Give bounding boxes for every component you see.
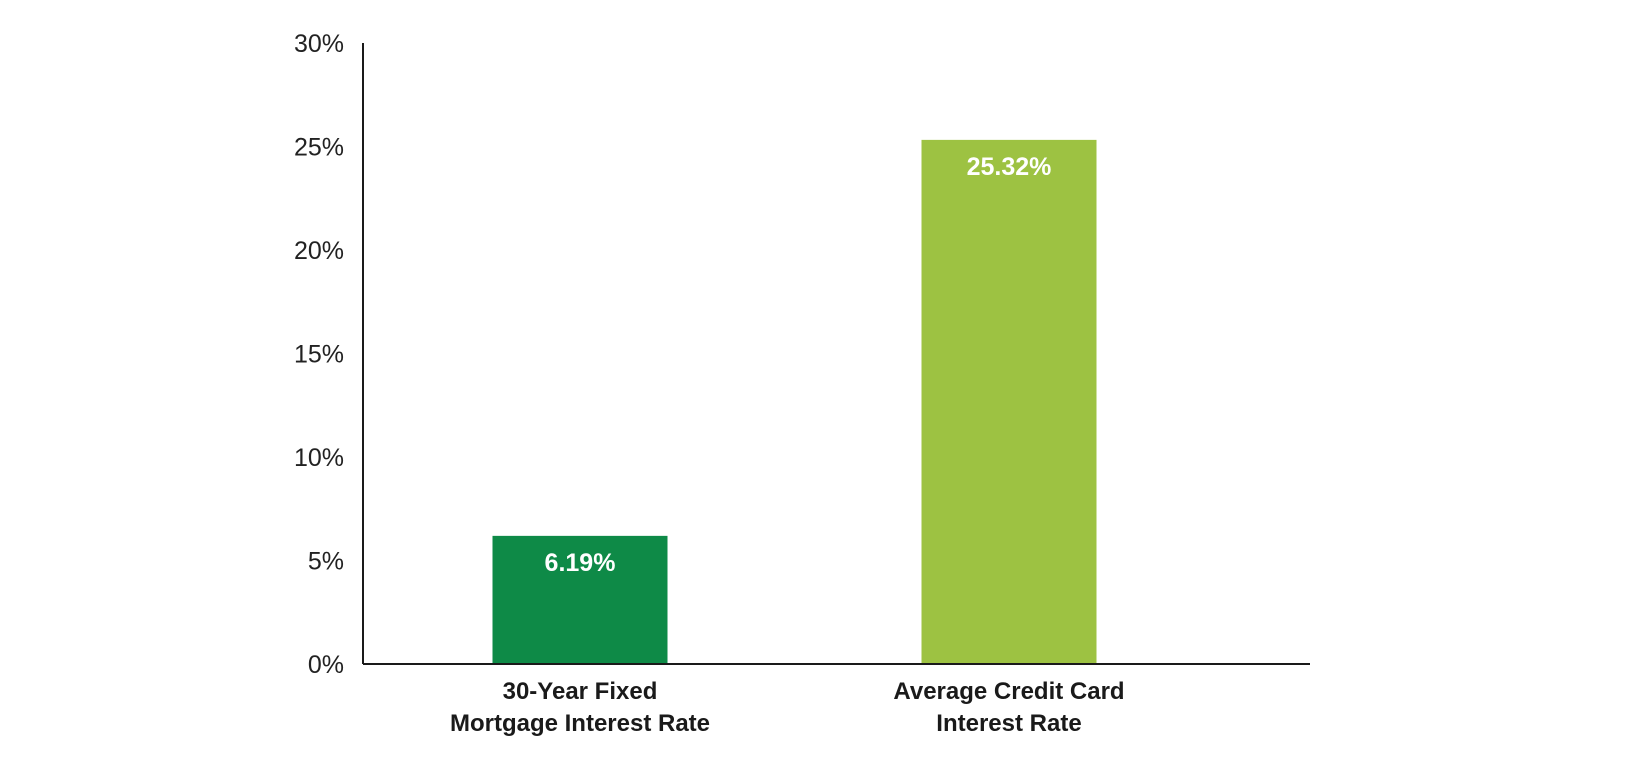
y-tick-label: 20%	[294, 237, 344, 265]
category-label: Interest Rate	[936, 710, 1081, 737]
y-tick-label: 15%	[294, 341, 344, 369]
category-label: 30-Year Fixed	[503, 678, 658, 705]
bar-value-label: 25.32%	[967, 153, 1052, 181]
y-tick-label: 5%	[308, 548, 344, 576]
y-tick-label: 0%	[308, 651, 344, 679]
y-axis-ticks: 0% 5% 10% 15% 20% 25% 30%	[294, 30, 344, 679]
bar-value-labels: 6.19% 25.32%	[545, 153, 1052, 577]
category-label: Mortgage Interest Rate	[450, 710, 710, 737]
y-tick-label: 30%	[294, 30, 344, 58]
bar	[492, 535, 668, 664]
category-labels: 30-Year Fixed Mortgage Interest Rate Avera…	[450, 678, 1125, 737]
bar-value-label: 6.19%	[545, 549, 616, 577]
category-label: Average Credit Card	[893, 678, 1124, 705]
bars	[492, 139, 1097, 665]
y-tick-label: 10%	[294, 444, 344, 472]
bar	[921, 139, 1097, 665]
y-tick-label: 25%	[294, 134, 344, 162]
